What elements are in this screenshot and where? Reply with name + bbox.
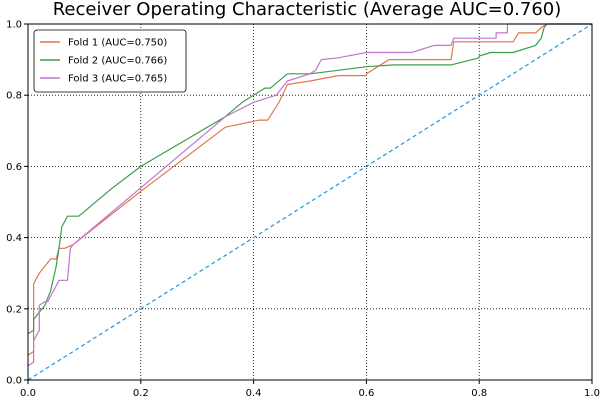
series-line-fold-2 xyxy=(27,23,592,335)
y-tick-label: 0.2 xyxy=(6,304,22,315)
y-tick-label: 0.8 xyxy=(6,91,22,102)
plot-frame xyxy=(27,23,593,381)
y-tick-label: 0.4 xyxy=(6,233,22,244)
x-tick-label: 1.0 xyxy=(584,388,600,399)
y-tick-label: 1.0 xyxy=(6,20,22,31)
chart-title: Receiver Operating Characteristic (Avera… xyxy=(53,0,562,20)
y-tick-label: 0.6 xyxy=(6,162,22,173)
series-line-fold-3 xyxy=(27,23,592,367)
legend: Fold 1 (AUC=0.750) Fold 2 (AUC=0.766) Fold… xyxy=(33,29,187,93)
legend-entry: Fold 2 (AUC=0.766) xyxy=(68,56,167,67)
x-tick-label: 0.6 xyxy=(358,388,374,399)
grid xyxy=(28,24,592,380)
x-tick-label: 0.8 xyxy=(471,388,487,399)
legend-entry: Fold 1 (AUC=0.750) xyxy=(68,38,167,49)
x-tick-label: 0.2 xyxy=(133,388,149,399)
x-tick-label: 0.0 xyxy=(20,388,36,399)
chance-diagonal-line xyxy=(27,23,593,381)
series-line-fold-1 xyxy=(27,23,592,356)
legend-box xyxy=(33,29,187,93)
x-tick-label: 0.4 xyxy=(246,388,262,399)
series-layer xyxy=(27,23,593,381)
legend-entry: Fold 3 (AUC=0.765) xyxy=(68,74,167,85)
y-tick-label: 0.0 xyxy=(6,376,22,387)
ticks: 0.0 0.2 0.4 0.6 0.8 1.0 0.0 0.2 0.4 0.6 0.8 1.0 xyxy=(6,20,600,400)
